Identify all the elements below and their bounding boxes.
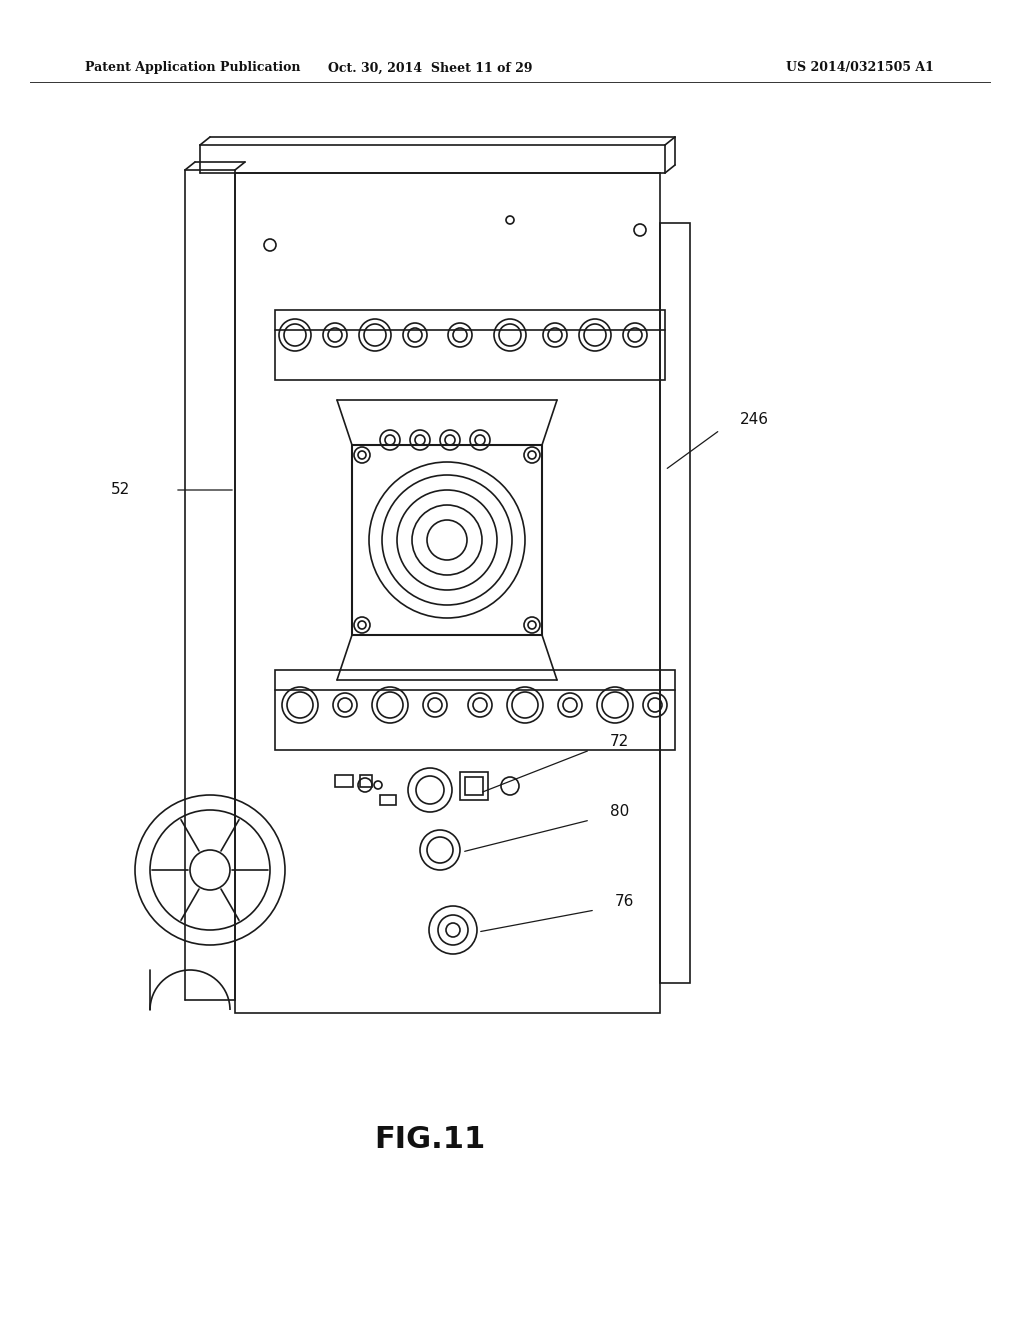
Bar — [465, 777, 483, 795]
Text: US 2014/0321505 A1: US 2014/0321505 A1 — [786, 62, 934, 74]
Bar — [352, 445, 542, 635]
Text: FIG.11: FIG.11 — [375, 1126, 485, 1155]
Text: 80: 80 — [610, 804, 630, 820]
Text: 246: 246 — [740, 412, 769, 428]
Bar — [360, 775, 372, 787]
Text: 76: 76 — [615, 895, 635, 909]
Text: 72: 72 — [610, 734, 630, 750]
Bar — [275, 310, 665, 380]
Bar — [234, 173, 660, 1012]
Bar — [335, 775, 353, 787]
Text: Patent Application Publication: Patent Application Publication — [85, 62, 300, 74]
Text: Oct. 30, 2014  Sheet 11 of 29: Oct. 30, 2014 Sheet 11 of 29 — [328, 62, 532, 74]
Bar — [460, 772, 488, 800]
Bar — [275, 671, 675, 750]
Bar — [380, 795, 396, 805]
Bar — [660, 223, 690, 983]
Text: 52: 52 — [111, 483, 130, 498]
